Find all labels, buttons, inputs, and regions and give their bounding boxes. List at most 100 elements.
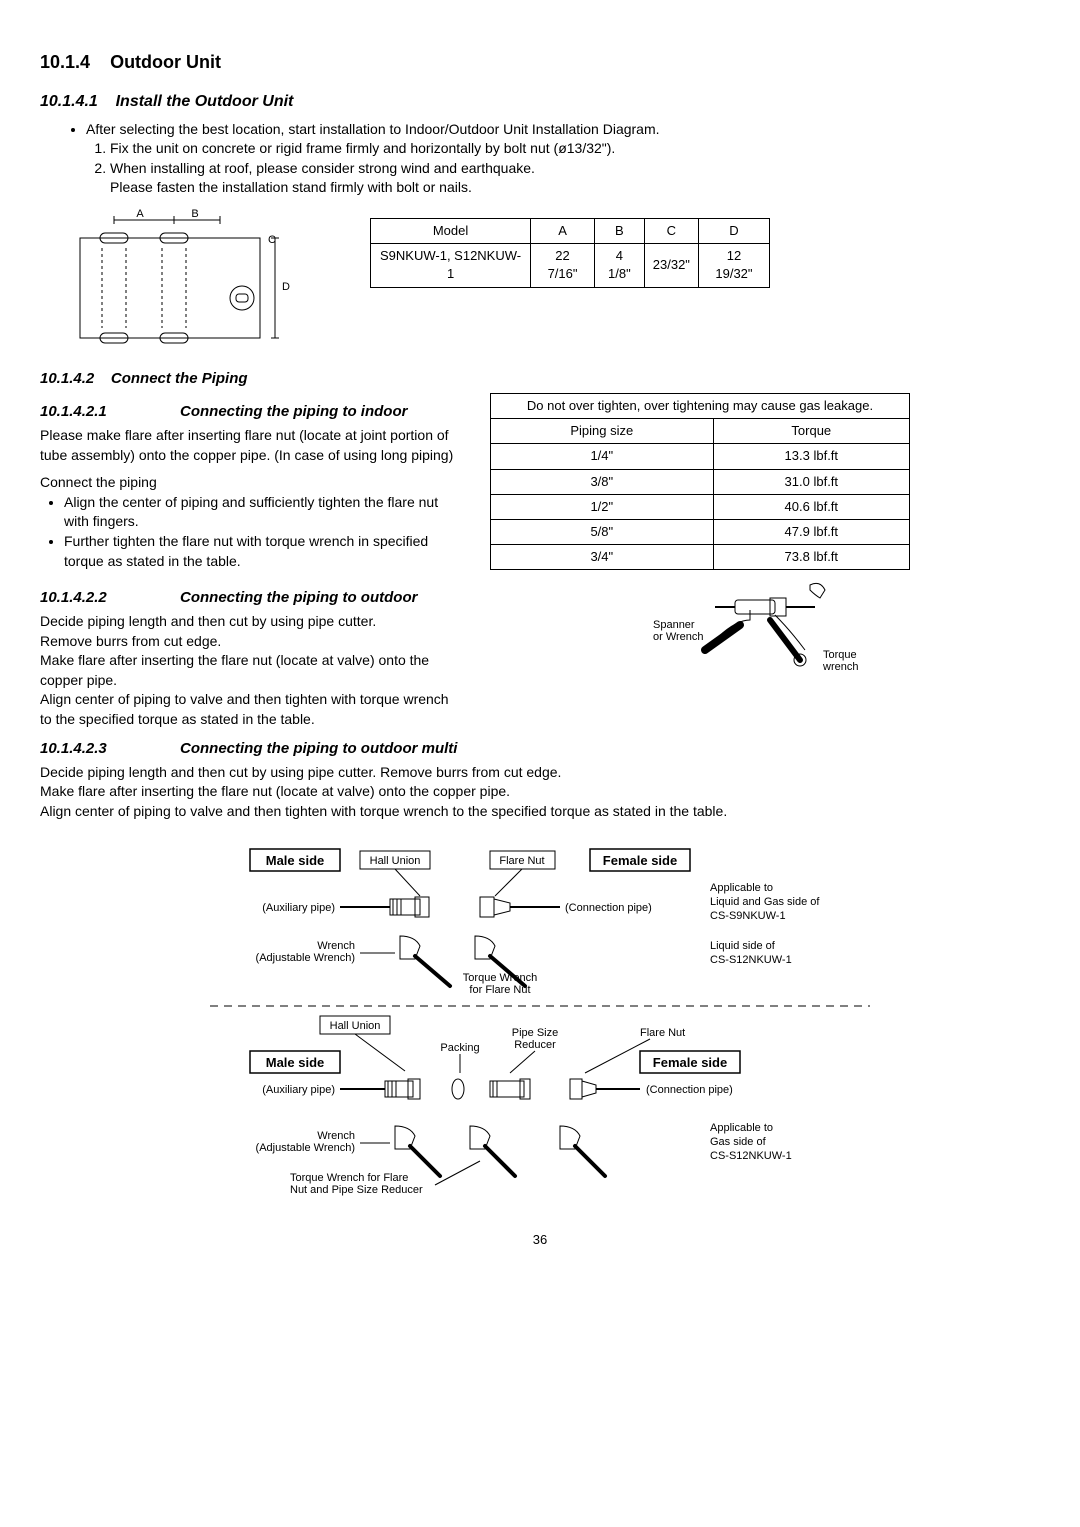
multi-p1: Decide piping length and then cut by usi…: [40, 763, 1040, 783]
th-piping: Piping size: [491, 419, 714, 444]
svg-text:Flare Nut: Flare Nut: [499, 855, 544, 867]
svg-text:Wrench: Wrench: [317, 1130, 355, 1142]
section-10.1.4.1: 10.1.4.1 Install the Outdoor Unit: [40, 91, 1040, 113]
section-title: Connecting the piping to outdoor: [180, 587, 417, 608]
svg-text:Liquid side of: Liquid side of: [710, 940, 776, 952]
section-title: Outdoor Unit: [110, 52, 221, 72]
td-b: 4 1/8": [594, 244, 644, 287]
install-step2: When installing at roof, please consider…: [110, 159, 1040, 198]
indoor-bullet-1: Align the center of piping and sufficien…: [64, 493, 460, 532]
svg-text:Packing: Packing: [440, 1042, 479, 1054]
cell: 31.0 lbf.ft: [713, 469, 909, 494]
install-intro: After selecting the best location, start…: [86, 120, 1040, 140]
svg-text:B: B: [191, 208, 198, 220]
svg-text:CS-S12NKUW-1: CS-S12NKUW-1: [710, 954, 792, 966]
td-a: 22 7/16": [531, 244, 595, 287]
mounting-diagram: A B C D: [40, 208, 300, 358]
section-title: Connecting the piping to indoor: [180, 401, 407, 422]
svg-text:Applicable to: Applicable to: [710, 1122, 773, 1134]
svg-text:CS-S12NKUW-1: CS-S12NKUW-1: [710, 1150, 792, 1162]
cell: 13.3 lbf.ft: [713, 444, 909, 469]
cell: 1/4": [491, 444, 714, 469]
td-model: S9NKUW-1, S12NKUW-1: [371, 244, 531, 287]
install-step2-a: When installing at roof, please consider…: [110, 160, 535, 176]
outdoor-p1: Decide piping length and then cut by usi…: [40, 612, 460, 632]
svg-text:(Auxiliary pipe): (Auxiliary pipe): [262, 1084, 335, 1096]
cell: 47.9 lbf.ft: [713, 519, 909, 544]
svg-text:Hall Union: Hall Union: [330, 1020, 381, 1032]
svg-text:Applicable to: Applicable to: [710, 882, 773, 894]
th-b: B: [594, 218, 644, 243]
wrench-diagram: Spanner or Wrench Torque wrench: [645, 580, 885, 700]
th-d: D: [698, 218, 769, 243]
cell: 73.8 lbf.ft: [713, 545, 909, 570]
svg-text:Male side: Male side: [266, 853, 325, 868]
td-d: 12 19/32": [698, 244, 769, 287]
section-title: Connect the Piping: [111, 370, 248, 387]
indoor-p1: Please make flare after inserting flare …: [40, 426, 460, 465]
torque-table: Do not over tighten, over tightening may…: [490, 393, 910, 570]
svg-text:for Flare Nut: for Flare Nut: [469, 984, 530, 996]
section-number: 10.1.4: [40, 52, 90, 72]
svg-text:Torque Wrench for Flare: Torque Wrench for Flare: [290, 1172, 408, 1184]
cell: 5/8": [491, 519, 714, 544]
piping-connection-diagram: Male side Hall Union Flare Nut Female si…: [190, 841, 890, 1201]
svg-text:(Adjustable Wrench): (Adjustable Wrench): [256, 952, 355, 964]
section-10.1.4.2: 10.1.4.2 Connect the Piping: [40, 368, 1040, 389]
svg-text:wrench: wrench: [822, 661, 858, 673]
svg-text:Torque: Torque: [823, 649, 857, 661]
section-number: 10.1.4.2.3: [40, 738, 150, 759]
th-model: Model: [371, 218, 531, 243]
model-dimensions-table: Model A B C D S9NKUW-1, S12NKUW-1 22 7/1…: [370, 218, 770, 288]
svg-text:Wrench: Wrench: [317, 940, 355, 952]
svg-text:Female side: Female side: [603, 853, 677, 868]
section-10.1.4.2.1: 10.1.4.2.1 Connecting the piping to indo…: [40, 401, 460, 422]
svg-text:Torque Wrench: Torque Wrench: [463, 972, 537, 984]
svg-text:Hall Union: Hall Union: [370, 855, 421, 867]
section-10.1.4.2.3: 10.1.4.2.3 Connecting the piping to outd…: [40, 738, 1040, 759]
svg-text:Gas side of: Gas side of: [710, 1136, 767, 1148]
svg-text:(Connection pipe): (Connection pipe): [565, 902, 652, 914]
cell: 40.6 lbf.ft: [713, 494, 909, 519]
section-number: 10.1.4.2.1: [40, 401, 150, 422]
svg-text:Spanner: Spanner: [653, 619, 695, 631]
cell: 3/8": [491, 469, 714, 494]
indoor-p2: Connect the piping: [40, 473, 460, 493]
th-torque: Torque: [713, 419, 909, 444]
outdoor-p4: Align center of piping to valve and then…: [40, 690, 460, 729]
cell: 1/2": [491, 494, 714, 519]
svg-text:D: D: [282, 281, 290, 293]
section-number: 10.1.4.2: [40, 370, 94, 387]
torque-warning: Do not over tighten, over tightening may…: [491, 393, 910, 418]
th-c: C: [644, 218, 698, 243]
outdoor-p2: Remove burrs from cut edge.: [40, 632, 460, 652]
section-title: Connecting the piping to outdoor multi: [180, 738, 457, 759]
svg-text:Pipe Size: Pipe Size: [512, 1027, 558, 1039]
section-10.1.4: 10.1.4 Outdoor Unit: [40, 50, 1040, 75]
page-number: 36: [40, 1231, 1040, 1249]
svg-text:or Wrench: or Wrench: [653, 631, 704, 643]
section-number: 10.1.4.2.2: [40, 587, 150, 608]
svg-text:Flare Nut: Flare Nut: [640, 1027, 685, 1039]
svg-text:A: A: [136, 208, 144, 220]
svg-text:(Connection pipe): (Connection pipe): [646, 1084, 733, 1096]
indoor-bullet-2: Further tighten the flare nut with torqu…: [64, 532, 460, 571]
outdoor-p3: Make flare after inserting the flare nut…: [40, 651, 460, 690]
th-a: A: [531, 218, 595, 243]
td-c: 23/32": [644, 244, 698, 287]
svg-text:Reducer: Reducer: [514, 1039, 556, 1051]
install-step1: Fix the unit on concrete or rigid frame …: [110, 139, 1040, 159]
multi-p3: Align center of piping to valve and then…: [40, 802, 1040, 822]
multi-p2: Make flare after inserting the flare nut…: [40, 782, 1040, 802]
svg-text:(Auxiliary pipe): (Auxiliary pipe): [262, 902, 335, 914]
section-number: 10.1.4.1: [40, 93, 98, 110]
cell: 3/4": [491, 545, 714, 570]
section-10.1.4.2.2: 10.1.4.2.2 Connecting the piping to outd…: [40, 587, 460, 608]
install-step2-b: Please fasten the installation stand fir…: [110, 179, 472, 195]
svg-text:(Adjustable Wrench): (Adjustable Wrench): [256, 1142, 355, 1154]
svg-text:Liquid and Gas side of: Liquid and Gas side of: [710, 896, 820, 908]
svg-text:Nut and Pipe Size Reducer: Nut and Pipe Size Reducer: [290, 1184, 423, 1196]
svg-text:Male side: Male side: [266, 1055, 325, 1070]
section-title: Install the Outdoor Unit: [116, 93, 294, 110]
svg-text:CS-S9NKUW-1: CS-S9NKUW-1: [710, 910, 786, 922]
